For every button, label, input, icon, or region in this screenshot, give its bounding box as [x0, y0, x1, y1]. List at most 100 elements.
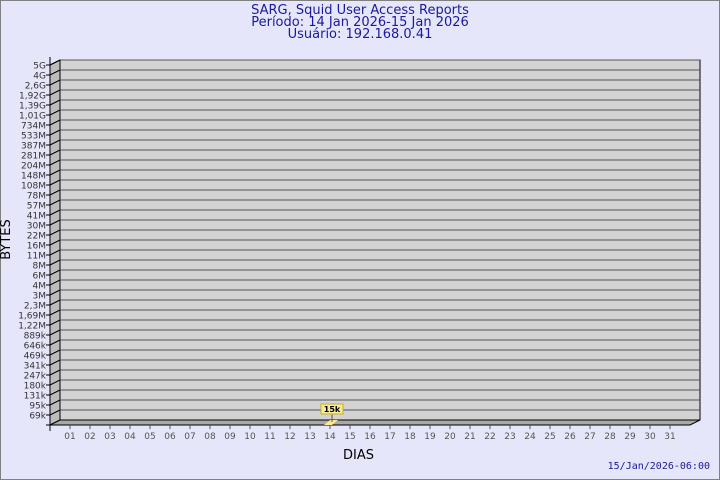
x-tick-label: 16: [364, 432, 376, 442]
y-tick-label: 22M: [27, 232, 46, 242]
chart-title: SARG, Squid User Access Reports: [251, 3, 469, 18]
y-tick-label: 1,01G: [19, 112, 46, 122]
bar: [324, 420, 338, 425]
y-depth-line: [49, 359, 61, 366]
y-tick-label: 30M: [27, 222, 46, 232]
x-tick-label: 12: [284, 432, 295, 442]
y-depth-line: [49, 309, 61, 316]
y-depth-line: [49, 129, 61, 136]
y-depth-line: [49, 109, 61, 116]
x-tick-label: 26: [564, 432, 576, 442]
timestamp: 15/Jan/2026-06:00: [607, 461, 710, 472]
y-tick-label: 8M: [33, 262, 47, 272]
y-depth-line: [49, 319, 61, 326]
x-tick-label: 18: [404, 432, 416, 442]
data-label: 15k: [324, 405, 341, 414]
y-depth-line: [49, 329, 61, 336]
y-depth-line: [49, 119, 61, 126]
y-depth-line: [49, 409, 61, 416]
x-tick-label: 07: [184, 432, 195, 442]
y-tick-label: 16M: [27, 242, 46, 252]
period-subtitle: Período: 14 Jan 2026-15 Jan 2026: [251, 15, 469, 30]
y-depth-line: [49, 249, 61, 256]
x-tick-label: 09: [224, 432, 236, 442]
data-label-box: [320, 403, 344, 415]
y-tick-label: 78M: [27, 192, 46, 202]
y-tick-label: 4G: [33, 72, 46, 82]
x-tick-label: 04: [124, 432, 136, 442]
y-depth-line: [49, 199, 61, 206]
y-depth-line: [49, 89, 61, 96]
x-tick-label: 24: [524, 432, 536, 442]
x-tick-label: 05: [144, 432, 155, 442]
y-tick-label: 5G: [33, 62, 46, 72]
y-tick-label: 69k: [29, 412, 46, 422]
y-tick-label: 1,22M: [18, 322, 46, 332]
y-tick-label: 734M: [21, 122, 46, 132]
y-depth-line: [49, 219, 61, 226]
x-tick-label: 03: [104, 432, 115, 442]
y-depth-line: [49, 279, 61, 286]
y-depth-line: [49, 239, 61, 246]
y-depth-line: [49, 59, 61, 66]
y-tick-label: 889k: [24, 332, 47, 342]
x-tick-label: 21: [464, 432, 475, 442]
y-tick-label: 4M: [33, 282, 47, 292]
x-tick-label: 06: [164, 432, 176, 442]
x-tick-label: 17: [384, 432, 395, 442]
user-subtitle: Usuário: 192.168.0.41: [287, 27, 433, 42]
y-tick-label: 3M: [33, 292, 47, 302]
y-tick-label: 11M: [27, 252, 46, 262]
x-tick-label: 30: [644, 432, 656, 442]
y-depth-line: [49, 379, 61, 386]
x-tick-label: 13: [304, 432, 315, 442]
floor: [49, 419, 701, 426]
y-tick-label: 247k: [24, 372, 47, 382]
x-tick-label: 14: [324, 432, 336, 442]
y-tick-label: 469k: [24, 352, 47, 362]
x-tick-label: 10: [244, 432, 256, 442]
y-depth-line: [49, 369, 61, 376]
y-tick-label: 108M: [21, 182, 46, 192]
y-tick-label: 533M: [21, 132, 46, 142]
y-depth-line: [49, 99, 61, 106]
y-depth-line: [49, 69, 61, 76]
x-tick-label: 22: [484, 432, 495, 442]
y-depth-line: [49, 139, 61, 146]
y-tick-label: 1,92G: [19, 92, 46, 102]
y-tick-label: 341k: [24, 362, 47, 372]
y-depth-line: [49, 299, 61, 306]
y-depth-line: [49, 189, 61, 196]
y-tick-label: 1,39G: [19, 102, 46, 112]
y-tick-label: 95k: [29, 402, 46, 412]
y-depth-line: [49, 289, 61, 296]
x-tick-label: 02: [84, 432, 95, 442]
y-depth-line: [49, 169, 61, 176]
y-depth-line: [49, 389, 61, 396]
x-tick-label: 29: [624, 432, 636, 442]
x-tick-label: 11: [264, 432, 275, 442]
y-depth-line: [49, 179, 61, 186]
y-tick-label: 148M: [21, 172, 46, 182]
y-depth-line: [49, 159, 61, 166]
y-tick-label: 646k: [24, 342, 47, 352]
y-tick-label: 2,6G: [25, 82, 46, 92]
y-tick-label: 41M: [27, 212, 46, 222]
y-tick-label: 204M: [21, 162, 46, 172]
x-axis-label: DIAS: [343, 448, 374, 463]
y-tick-label: 131k: [24, 392, 47, 402]
x-tick-label: 20: [444, 432, 456, 442]
x-tick-label: 31: [664, 432, 675, 442]
y-tick-label: 57M: [27, 202, 46, 212]
y-depth-line: [49, 79, 61, 86]
y-tick-label: 1,69M: [18, 312, 46, 322]
y-tick-label: 2,3M: [24, 302, 46, 312]
x-tick-label: 25: [544, 432, 555, 442]
y-depth-line: [49, 209, 61, 216]
y-depth-line: [49, 229, 61, 236]
x-tick-label: 19: [424, 432, 436, 442]
y-depth-line: [49, 339, 61, 346]
x-tick-label: 27: [584, 432, 595, 442]
y-tick-label: 180k: [24, 382, 47, 392]
